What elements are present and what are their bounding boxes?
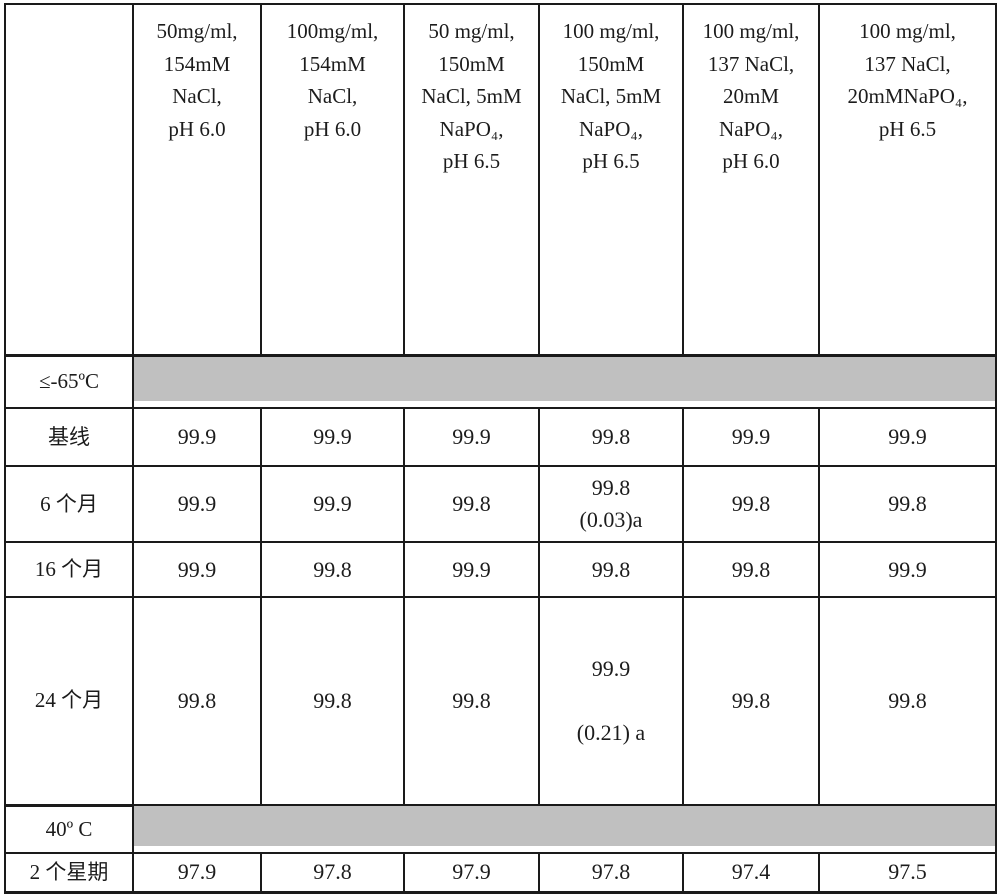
row-label-24-months: 24 个月 bbox=[4, 596, 134, 806]
cell-2wk-5: 97.4 bbox=[682, 851, 820, 894]
cell-baseline-3: 99.9 bbox=[403, 407, 540, 467]
stability-data-table: 50mg/ml, 154mM NaCl, pH 6.0 100mg/ml, 15… bbox=[4, 3, 997, 894]
corner-cell bbox=[4, 3, 134, 357]
cell-16m-1: 99.9 bbox=[132, 541, 262, 598]
column-header-formulation-4: 100 mg/ml, 150mM NaCl, 5mM NaPO₄, pH 6.5 bbox=[538, 3, 684, 357]
cell-6m-6: 99.8 bbox=[818, 465, 997, 543]
data-row-6-months: 6 个月 99.9 99.9 99.8 99.8 (0.03)a 99.8 99… bbox=[4, 465, 997, 543]
cell-24m-2: 99.8 bbox=[260, 596, 405, 806]
cell-24m-3: 99.8 bbox=[403, 596, 540, 806]
cell-2wk-6: 97.5 bbox=[818, 851, 997, 894]
column-header-formulation-6: 100 mg/ml, 137 NaCl, 20mMNaPO₄, pH 6.5 bbox=[818, 3, 997, 357]
shaded-band-cell bbox=[132, 354, 997, 409]
cell-2wk-1: 97.9 bbox=[132, 851, 262, 894]
cell-baseline-2: 99.9 bbox=[260, 407, 405, 467]
cell-16m-2: 99.8 bbox=[260, 541, 405, 598]
column-header-formulation-5: 100 mg/ml, 137 NaCl, 20mM NaPO₄, pH 6.0 bbox=[682, 3, 820, 357]
cell-24m-5: 99.8 bbox=[682, 596, 820, 806]
cell-16m-4: 99.8 bbox=[538, 541, 684, 598]
cell-2wk-3: 97.9 bbox=[403, 851, 540, 894]
data-row-baseline: 基线 99.9 99.9 99.9 99.8 99.9 99.9 bbox=[4, 407, 997, 467]
cell-2wk-2: 97.8 bbox=[260, 851, 405, 894]
row-label-heat-condition: 40º C bbox=[4, 803, 134, 854]
cell-6m-5: 99.8 bbox=[682, 465, 820, 543]
halftone-shading bbox=[135, 357, 994, 401]
column-header-formulation-3: 50 mg/ml, 150mM NaCl, 5mM NaPO₄, pH 6.5 bbox=[403, 3, 540, 357]
cell-24m-1: 99.8 bbox=[132, 596, 262, 806]
cell-baseline-5: 99.9 bbox=[682, 407, 820, 467]
cell-2wk-4: 97.8 bbox=[538, 851, 684, 894]
row-label-baseline: 基线 bbox=[4, 407, 134, 467]
cell-6m-2: 99.9 bbox=[260, 465, 405, 543]
cell-6m-1: 99.9 bbox=[132, 465, 262, 543]
row-label-frozen-condition: ≤-65ºC bbox=[4, 353, 134, 409]
condition-row-frozen: ≤-65ºC bbox=[4, 353, 997, 409]
row-label-6-months: 6 个月 bbox=[4, 465, 134, 543]
halftone-shading bbox=[135, 807, 994, 846]
cell-16m-6: 99.9 bbox=[818, 541, 997, 598]
cell-baseline-1: 99.9 bbox=[132, 407, 262, 467]
header-row: 50mg/ml, 154mM NaCl, pH 6.0 100mg/ml, 15… bbox=[4, 3, 997, 357]
data-row-24-months: 24 个月 99.8 99.8 99.8 99.9 (0.21) a 99.8 … bbox=[4, 596, 997, 806]
cell-24m-6: 99.8 bbox=[818, 596, 997, 806]
column-header-formulation-2: 100mg/ml, 154mM NaCl, pH 6.0 bbox=[260, 3, 405, 357]
cell-6m-4: 99.8 (0.03)a bbox=[538, 465, 684, 543]
cell-16m-3: 99.9 bbox=[403, 541, 540, 598]
data-row-2-weeks: 2 个星期 97.9 97.8 97.9 97.8 97.4 97.5 bbox=[4, 851, 997, 894]
data-row-16-months: 16 个月 99.9 99.8 99.9 99.8 99.8 99.9 bbox=[4, 541, 997, 598]
row-label-2-weeks: 2 个星期 bbox=[4, 851, 134, 894]
cell-baseline-4: 99.8 bbox=[538, 407, 684, 467]
condition-row-40c: 40º C bbox=[4, 803, 997, 854]
column-header-formulation-1: 50mg/ml, 154mM NaCl, pH 6.0 bbox=[132, 3, 262, 357]
cell-6m-3: 99.8 bbox=[403, 465, 540, 543]
row-label-16-months: 16 个月 bbox=[4, 541, 134, 598]
cell-baseline-6: 99.9 bbox=[818, 407, 997, 467]
cell-24m-4: 99.9 (0.21) a bbox=[538, 596, 684, 806]
cell-16m-5: 99.8 bbox=[682, 541, 820, 598]
shaded-band-cell bbox=[132, 804, 997, 854]
